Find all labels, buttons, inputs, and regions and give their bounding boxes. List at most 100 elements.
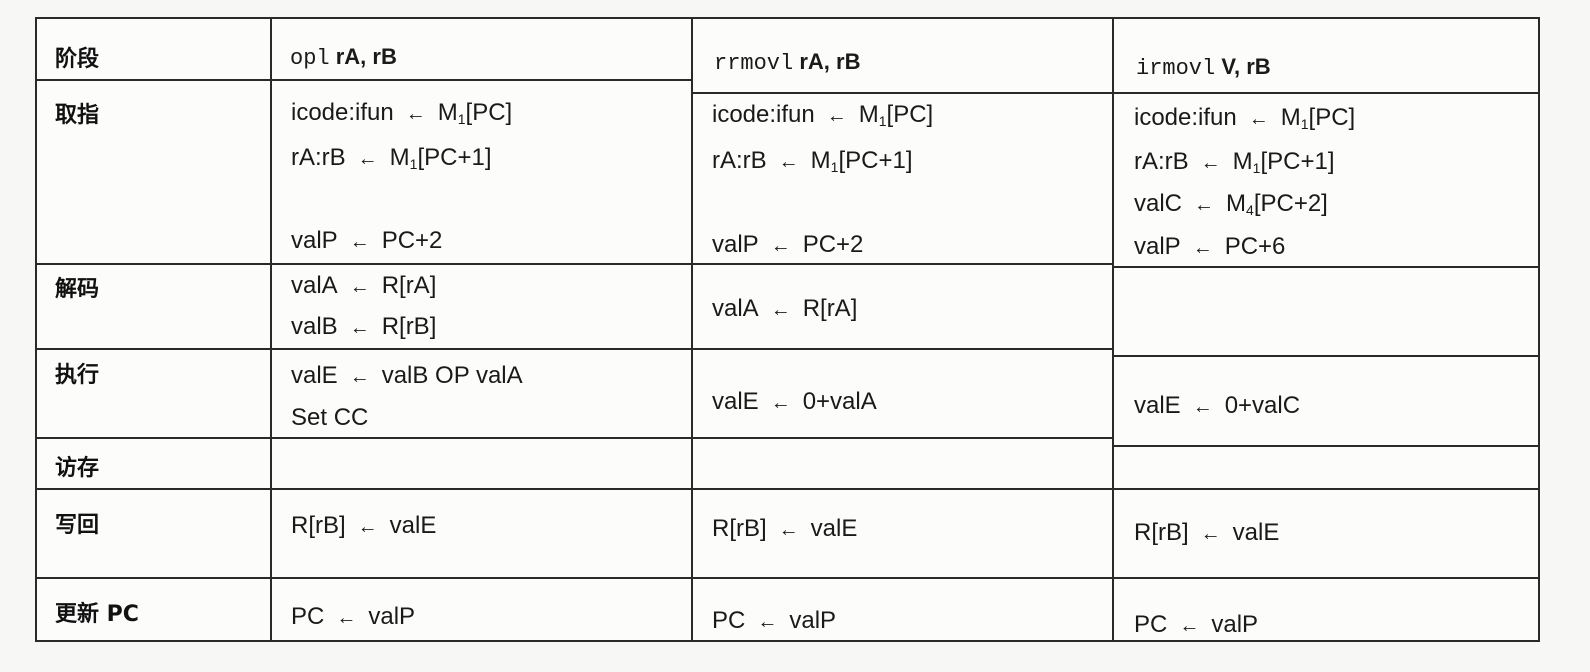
row-divider-header (693, 92, 1114, 94)
stage-pc-update: 更新 PC (55, 602, 139, 627)
column-divider-2 (691, 19, 693, 640)
rhs: PC+6 (1224, 233, 1286, 260)
fetch-rrmovl-regs: rA:rB ← M1[PC+1] (712, 147, 913, 175)
stage-fetch: 取指 (55, 103, 100, 128)
fetch-irmovl-regs: rA:rB ← M1[PC+1] (1134, 148, 1335, 176)
lhs: rA:rB (712, 147, 767, 174)
stage-decode: 解码 (55, 277, 100, 302)
column-header-opl: opl rA, rB (290, 44, 397, 71)
left-arrow-icon: ← (349, 276, 370, 298)
lhs: valE (291, 362, 338, 389)
rhs: R[rA] (381, 272, 437, 299)
rhs-address: [PC] (465, 99, 513, 126)
pc-update-opl: PC ← valP (291, 603, 415, 631)
rhs: PC+2 (381, 227, 443, 254)
column-divider-1 (270, 19, 272, 640)
rhs: valB OP valA (381, 362, 523, 389)
fetch-rrmovl-valp: valP ← PC+2 (712, 231, 863, 259)
row-divider-decode (37, 348, 1114, 350)
lhs: valA (712, 295, 759, 322)
execute-opl-setcc: Set CC (291, 404, 369, 431)
execute-opl-vale: valE ← valB OP valA (291, 362, 523, 390)
rhs-address: [PC+1] (1260, 148, 1335, 175)
lhs: icode:ifun (291, 99, 394, 126)
rhs: valE (810, 515, 858, 542)
column-divider-3 (1112, 19, 1114, 640)
execute-rrmovl-vale: valE ← 0+valA (712, 388, 877, 416)
rhs: M (1226, 190, 1247, 217)
execute-irmovl-vale: valE ← 0+valC (1134, 392, 1300, 420)
left-arrow-icon: ← (770, 235, 791, 257)
subscript: 1 (830, 159, 839, 175)
left-arrow-icon: ← (349, 231, 370, 253)
lhs: valA (291, 272, 338, 299)
lhs: valB (291, 313, 338, 340)
rhs: valP (789, 607, 837, 634)
left-arrow-icon: ← (1179, 615, 1200, 637)
left-arrow-icon: ← (778, 519, 799, 541)
pc-update-irmovl: PC ← valP (1134, 611, 1258, 639)
subscript: 1 (409, 156, 418, 172)
lhs: valE (1134, 392, 1181, 419)
fetch-rrmovl-icode: icode:ifun ← M1[PC] (712, 101, 933, 129)
fetch-opl-valp: valP ← PC+2 (291, 227, 442, 255)
row-divider-header (1114, 92, 1538, 94)
left-arrow-icon: ← (1192, 396, 1213, 418)
rhs: valP (368, 603, 416, 630)
column-header-rrmovl: rrmovl rA, rB (714, 49, 860, 76)
mnemonic: opl (290, 46, 330, 71)
row-divider-fetch (1114, 266, 1538, 268)
subscript: 1 (1300, 116, 1309, 132)
fetch-irmovl-valp: valP ← PC+6 (1134, 233, 1285, 261)
rhs: M (810, 147, 831, 174)
lhs: rA:rB (291, 144, 346, 171)
lhs: valP (1134, 233, 1181, 260)
rhs-address: [PC+1] (838, 147, 913, 174)
lhs: valP (291, 227, 338, 254)
rhs: M (858, 101, 879, 128)
writeback-irmovl: R[rB] ← valE (1134, 519, 1279, 547)
left-arrow-icon: ← (778, 151, 799, 173)
lhs: rA:rB (1134, 148, 1189, 175)
fetch-irmovl-valc: valC ← M4[PC+2] (1134, 190, 1328, 218)
stage-header: 阶段 (55, 41, 99, 73)
fetch-irmovl-icode: icode:ifun ← M1[PC] (1134, 104, 1355, 132)
row-divider-writeback (37, 577, 1538, 579)
operands: rA, rB (335, 44, 397, 69)
mnemonic: rrmovl (714, 51, 794, 76)
left-arrow-icon: ← (1200, 152, 1221, 174)
lhs: PC (1134, 611, 1168, 638)
left-arrow-icon: ← (770, 392, 791, 414)
subscript: 1 (878, 113, 887, 129)
rhs: M (1232, 148, 1253, 175)
mnemonic: irmovl (1136, 56, 1216, 81)
rhs: valE (389, 512, 437, 539)
fetch-opl-icode: icode:ifun ← M1[PC] (291, 99, 512, 127)
pc-update-rrmovl: PC ← valP (712, 607, 836, 635)
left-arrow-icon: ← (357, 516, 378, 538)
left-arrow-icon: ← (1248, 108, 1269, 130)
lhs: R[rB] (291, 512, 346, 539)
subscript: 1 (457, 111, 466, 127)
rhs-address: [PC] (1308, 104, 1356, 131)
stage-writeback: 写回 (55, 513, 100, 538)
decode-opl-valb: valB ← R[rB] (291, 313, 436, 341)
left-arrow-icon: ← (349, 366, 370, 388)
fetch-opl-regs: rA:rB ← M1[PC+1] (291, 144, 492, 172)
subscript: 4 (1246, 202, 1254, 218)
operands: V, rB (1221, 54, 1271, 79)
row-divider-execute (1114, 445, 1538, 447)
left-arrow-icon: ← (826, 105, 847, 127)
lhs: valC (1134, 190, 1183, 217)
left-arrow-icon: ← (757, 611, 778, 633)
lhs: icode:ifun (1134, 104, 1237, 131)
lhs: valE (712, 388, 759, 415)
stage-memory: 访存 (55, 456, 100, 481)
row-divider-memory (37, 488, 1538, 490)
writeback-opl: R[rB] ← valE (291, 512, 436, 540)
left-arrow-icon: ← (357, 148, 378, 170)
rhs: R[rB] (381, 313, 437, 340)
subscript: 1 (1252, 160, 1261, 176)
row-divider-header (37, 79, 693, 81)
column-header-irmovl: irmovl V, rB (1136, 54, 1271, 81)
